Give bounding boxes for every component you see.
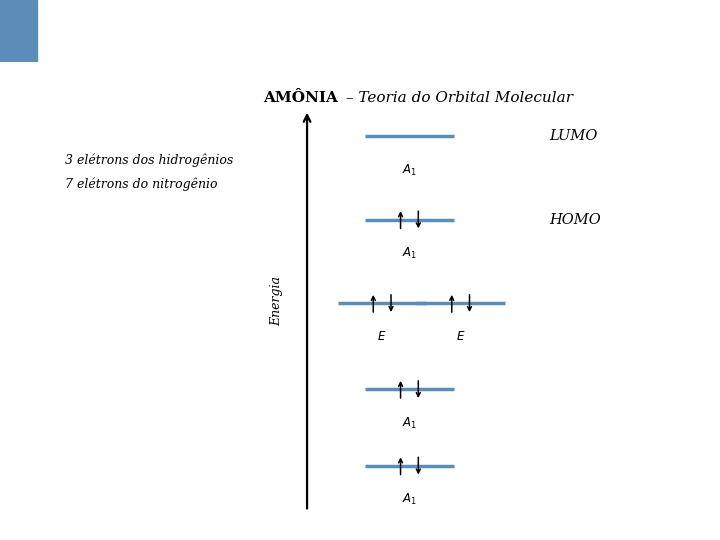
Text: QFL0341 — Estrutura e Propriedades de Compostos Orgânicos: QFL0341 — Estrutura e Propriedades de Co… (15, 173, 22, 382)
Text: $A_1$: $A_1$ (402, 163, 417, 178)
Text: – Teoria do Orbital Molecular: – Teoria do Orbital Molecular (341, 91, 573, 105)
Text: 3: 3 (15, 518, 22, 528)
Text: $E$: $E$ (377, 330, 387, 343)
Text: $A_1$: $A_1$ (402, 246, 417, 261)
Text: AMÔNIA: AMÔNIA (263, 91, 338, 105)
Text: Energia: Energia (270, 276, 283, 326)
Text: HOMO: HOMO (549, 213, 601, 227)
Text: 3 elétrons dos hidrogênios: 3 elétrons dos hidrogênios (65, 153, 233, 167)
Text: 7 elétrons do nitrogênio: 7 elétrons do nitrogênio (65, 177, 217, 191)
Bar (0, 0, 37, 62)
Text: $A_1$: $A_1$ (402, 416, 417, 431)
Text: LUMO: LUMO (549, 129, 598, 143)
Text: $A_1$: $A_1$ (402, 492, 417, 507)
Text: Comparação: Comparação (282, 18, 467, 44)
Text: $E$: $E$ (456, 330, 465, 343)
